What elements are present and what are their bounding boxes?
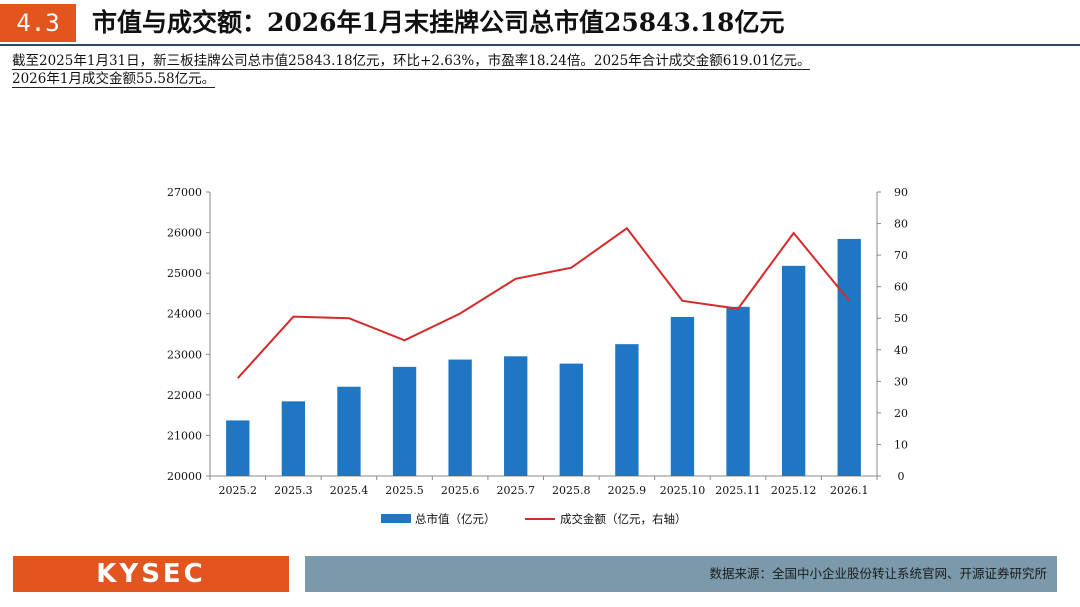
x-tick-label: 2025.12 [771,484,817,497]
market-cap-bar [670,316,695,476]
market-cap-bar [392,366,417,476]
y-right-tick-label: 60 [894,281,908,294]
summary-text: 截至2025年1月31日，新三板挂牌公司总市值25843.18亿元，环比+2.6… [12,52,1072,88]
turnover-line [237,226,850,379]
y-right-tick-label: 40 [894,344,908,357]
y-left-tick-label: 25000 [167,267,202,280]
market-cap-bar [337,386,361,476]
y-right-tick-label: 20 [894,407,908,420]
footer-source-bar: 数据来源：全国中小企业股份转让系统官网、开源证券研究所 [305,556,1057,592]
market-cap-bar [281,401,306,476]
x-tick-label: 2025.10 [660,484,706,497]
x-tick-label: 2025.8 [552,484,591,497]
page-title: 市值与成交额：2026年1月末挂牌公司总市值25843.18亿元 [92,8,785,37]
y-left-tick-label: 24000 [167,308,202,321]
market-cap-bar [837,238,861,476]
y-left-tick-label: 23000 [167,348,202,361]
y-left-tick-label: 26000 [167,227,202,240]
market-cap-bar [226,420,250,476]
x-tick-label: 2025.4 [330,484,369,497]
x-tick-label: 2025.6 [441,484,480,497]
y-left-tick-label: 20000 [167,470,202,483]
y-left-tick-label: 22000 [167,389,202,402]
title-divider [0,44,1080,46]
legend-label-turnover: 成交金额（亿元，右轴） [560,512,687,526]
market-cap-bar [448,359,472,476]
y-right-tick-label: 10 [894,438,908,451]
summary-line-1: 截至2025年1月31日，新三板挂牌公司总市值25843.18亿元，环比+2.6… [12,53,811,70]
legend-swatch-market-cap [381,514,411,523]
market-cap-bar [726,306,750,476]
kysec-logo: KYSEC [13,556,289,592]
market-cap-turnover-chart: 20000 21000 22000 23000 24000 25000 26000 27000… [167,186,908,526]
market-cap-bar [781,265,806,476]
y-right-tick-label: 30 [894,375,908,388]
data-source-text: 数据来源：全国中小企业股份转让系统官网、开源证券研究所 [709,566,1047,581]
market-cap-bar [559,363,583,476]
market-cap-bar [504,356,528,476]
y-right-tick-label: 50 [894,312,908,325]
x-tick-label: 2025.11 [715,484,761,497]
y-left-tick-label: 27000 [167,186,202,199]
x-tick-label: 2026.1 [830,484,869,497]
y-right-tick-label: 90 [894,186,908,199]
y-left-tick-label: 21000 [167,429,202,442]
x-tick-label: 2025.3 [274,484,313,497]
x-tick-label: 2025.7 [496,484,535,497]
legend-label-market-cap: 总市值（亿元） [415,512,496,526]
summary-line-2: 2026年1月成交金额55.58亿元。 [12,71,216,88]
y-right-tick-label: 80 [894,218,908,231]
x-tick-label: 2025.9 [608,484,647,497]
market-cap-bar [615,344,639,476]
section-number-badge: 4.3 [0,4,76,42]
y-right-tick-label: 0 [898,470,905,483]
y-right-tick-label: 70 [894,249,908,262]
x-tick-label: 2025.2 [219,484,258,497]
x-tick-label: 2025.5 [385,484,424,497]
